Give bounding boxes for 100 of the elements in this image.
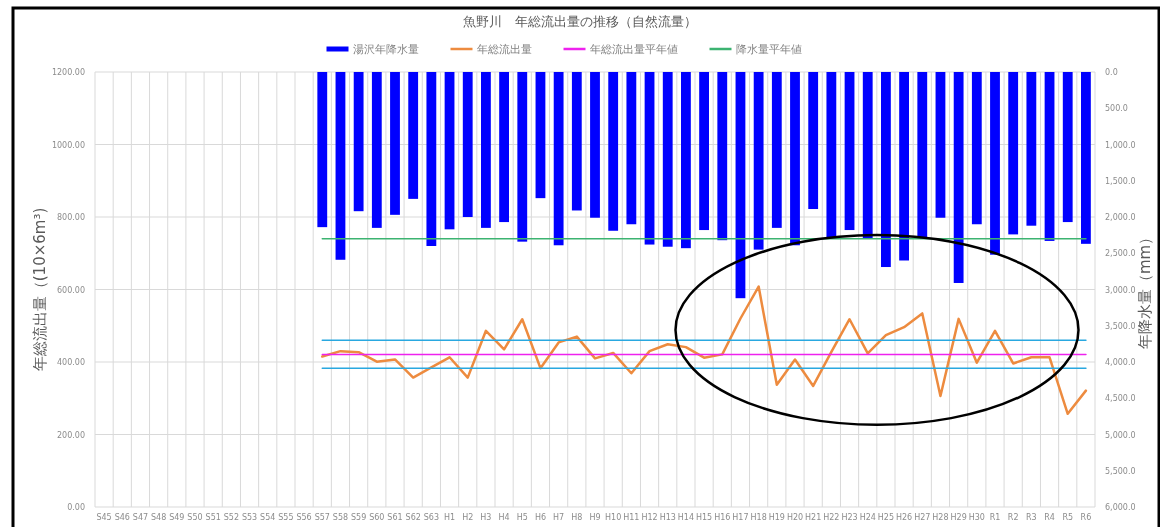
- x-tick-label: S56: [296, 513, 312, 522]
- bar: [753, 72, 764, 250]
- bar: [662, 72, 673, 247]
- bar: [990, 72, 1000, 255]
- bar: [935, 72, 946, 218]
- bar: [844, 72, 855, 231]
- bar: [862, 72, 873, 239]
- x-tick-label: H29: [950, 513, 967, 522]
- x-tick-label: S59: [351, 513, 367, 522]
- y2-tick-label: 6,000.0: [1105, 503, 1136, 512]
- x-tick-label: S46: [114, 513, 130, 522]
- bar: [971, 72, 982, 225]
- x-tick-label: H13: [659, 513, 676, 522]
- y-tick-label: 600.00: [57, 285, 85, 295]
- legend-label: 年総流出量: [476, 43, 532, 55]
- x-tick-label: S63: [423, 513, 439, 522]
- legend-label: 降水量平年値: [735, 43, 802, 55]
- x-tick-label: H7: [553, 513, 565, 522]
- x-tick-label: S54: [260, 513, 276, 522]
- y2-tick-label: 3,500.0: [1105, 321, 1136, 331]
- x-tick-label: H28: [932, 513, 949, 522]
- y2-tick-label: 0.0: [1105, 68, 1118, 77]
- x-tick-label: H24: [859, 513, 876, 522]
- bar: [899, 72, 909, 261]
- bar: [644, 72, 655, 245]
- y2-tick-label: 2,500.0: [1105, 249, 1136, 259]
- x-tick-label: S55: [278, 513, 294, 522]
- bar: [771, 72, 782, 228]
- x-tick-label: H25: [877, 513, 895, 522]
- y2-tick-label: 1,500.0: [1105, 176, 1136, 186]
- y2-tick-label: 4,500.0: [1105, 394, 1136, 404]
- x-tick-label: H22: [823, 513, 840, 522]
- bar: [790, 72, 800, 246]
- x-tick-label: H1: [443, 513, 456, 522]
- bar: [371, 72, 382, 228]
- bar: [681, 72, 691, 249]
- x-tick-label: H21: [805, 513, 822, 522]
- x-tick-label: R1: [989, 513, 1001, 522]
- x-tick-label: H2: [462, 513, 474, 522]
- x-tick-label: S53: [241, 513, 258, 522]
- x-tick-label: H23: [841, 513, 858, 522]
- bar: [1026, 72, 1037, 226]
- chart-title: 魚野川 年総流出量の推移（自然流量）: [463, 14, 697, 29]
- bar: [444, 72, 455, 230]
- x-tick-label: H14: [677, 513, 695, 522]
- y-tick-label: 400.00: [57, 358, 85, 367]
- bar: [408, 72, 419, 199]
- bar: [426, 72, 437, 246]
- x-tick-label: S61: [387, 513, 403, 522]
- bar: [390, 72, 400, 215]
- x-tick-label: R4: [1044, 513, 1055, 522]
- y-tick-label: 200.00: [57, 430, 85, 440]
- x-tick-label: H26: [895, 513, 913, 522]
- bar: [481, 72, 491, 228]
- x-tick-label: H15: [695, 513, 713, 522]
- bar: [917, 72, 928, 239]
- x-tick-label: H27: [914, 513, 931, 522]
- x-tick-label: S52: [223, 513, 239, 522]
- x-tick-label: H5: [516, 513, 528, 522]
- bar: [699, 72, 709, 231]
- line-series: [321, 285, 1088, 416]
- bar: [353, 72, 364, 212]
- x-tick-label: H17: [732, 513, 749, 522]
- y2-axis-title: 年降水量（mm）: [1136, 229, 1154, 350]
- legend-label: 年総流出量平年値: [589, 43, 678, 55]
- y2-tick-label: 4,000.0: [1105, 358, 1136, 367]
- bar: [590, 72, 600, 218]
- y-tick-label: 0.00: [67, 503, 85, 512]
- y2-tick-label: 2,000.0: [1105, 213, 1136, 222]
- x-tick-label: S58: [332, 513, 349, 522]
- x-tick-label: S47: [132, 513, 149, 522]
- bar: [826, 72, 837, 239]
- bar: [881, 72, 891, 268]
- x-tick-label: H30: [968, 513, 985, 522]
- bar: [717, 72, 728, 241]
- bar: [808, 72, 819, 210]
- bar: [462, 72, 473, 217]
- x-tick-label: H19: [768, 513, 785, 522]
- x-tick-label: S51: [205, 513, 221, 522]
- x-tick-label: S48: [151, 513, 167, 522]
- x-tick-label: R3: [1026, 513, 1037, 522]
- y2-tick-label: 3,000.0: [1105, 285, 1136, 295]
- legend-label: 湯沢年降水量: [352, 43, 419, 55]
- x-tick-label: S60: [369, 513, 385, 522]
- x-tick-label: R6: [1080, 513, 1092, 522]
- bar: [317, 72, 328, 228]
- bar: [553, 72, 564, 246]
- x-tick-label: H3: [480, 513, 492, 522]
- x-tick-label: H4: [498, 513, 510, 522]
- x-tick-label: S57: [314, 513, 330, 522]
- y-tick-label: 1000.00: [51, 140, 85, 150]
- y2-tick-label: 500.0: [1105, 104, 1128, 114]
- bar: [335, 72, 346, 260]
- bar: [517, 72, 528, 242]
- y2-tick-label: 1,000.0: [1105, 140, 1136, 150]
- bar: [499, 72, 509, 223]
- x-tick-label: H12: [641, 513, 658, 522]
- x-tick-label: S45: [96, 513, 112, 522]
- bar: [1044, 72, 1055, 241]
- bar: [608, 72, 619, 231]
